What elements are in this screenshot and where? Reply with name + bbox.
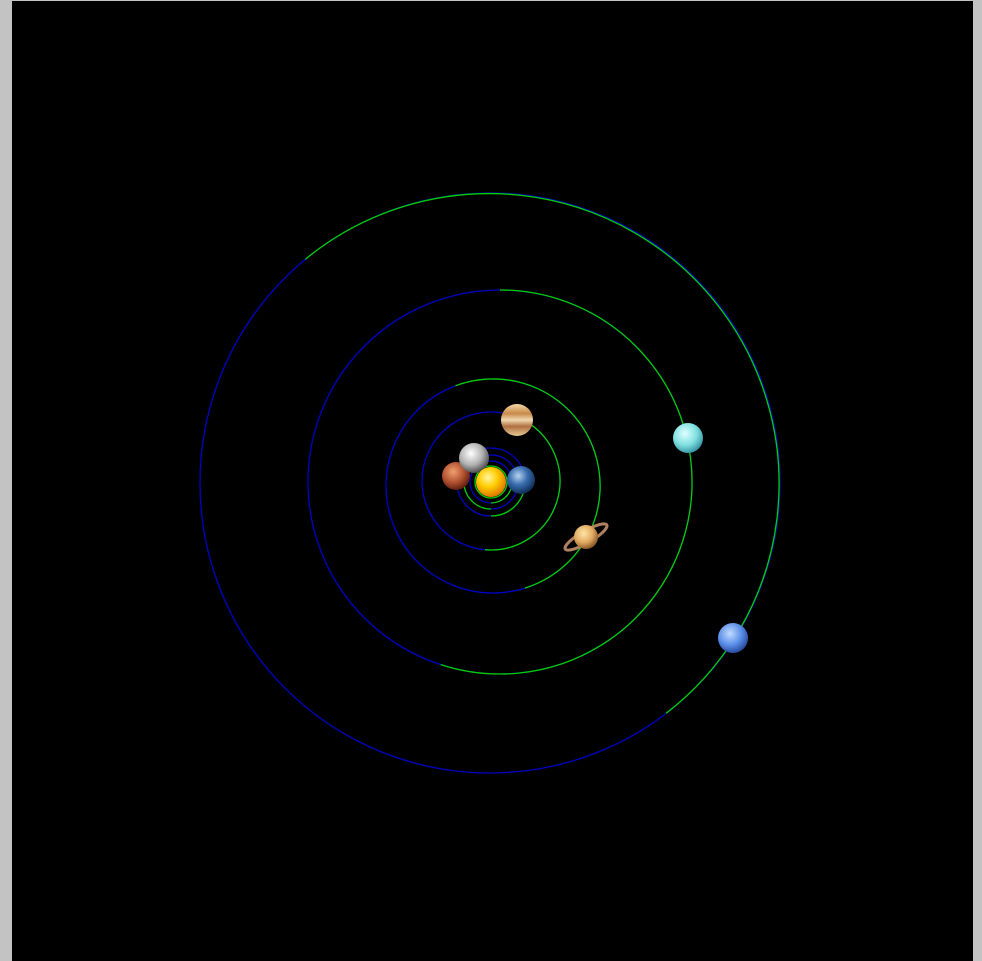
orbit-trail-jupiter: [484, 420, 561, 551]
earth: [507, 466, 535, 494]
neptune: [718, 623, 748, 653]
orbit-trail-uranus: [440, 289, 693, 675]
jupiter: [501, 404, 533, 436]
orbit-mercury: [474, 465, 508, 499]
sun: [476, 467, 506, 497]
orbit-trail-neptune: [305, 192, 780, 714]
uranus: [673, 423, 703, 453]
bodies: [442, 404, 748, 653]
mars: [442, 462, 470, 490]
saturn: [574, 525, 598, 549]
orbit-trail-saturn: [455, 378, 601, 589]
mercury: [459, 443, 489, 473]
